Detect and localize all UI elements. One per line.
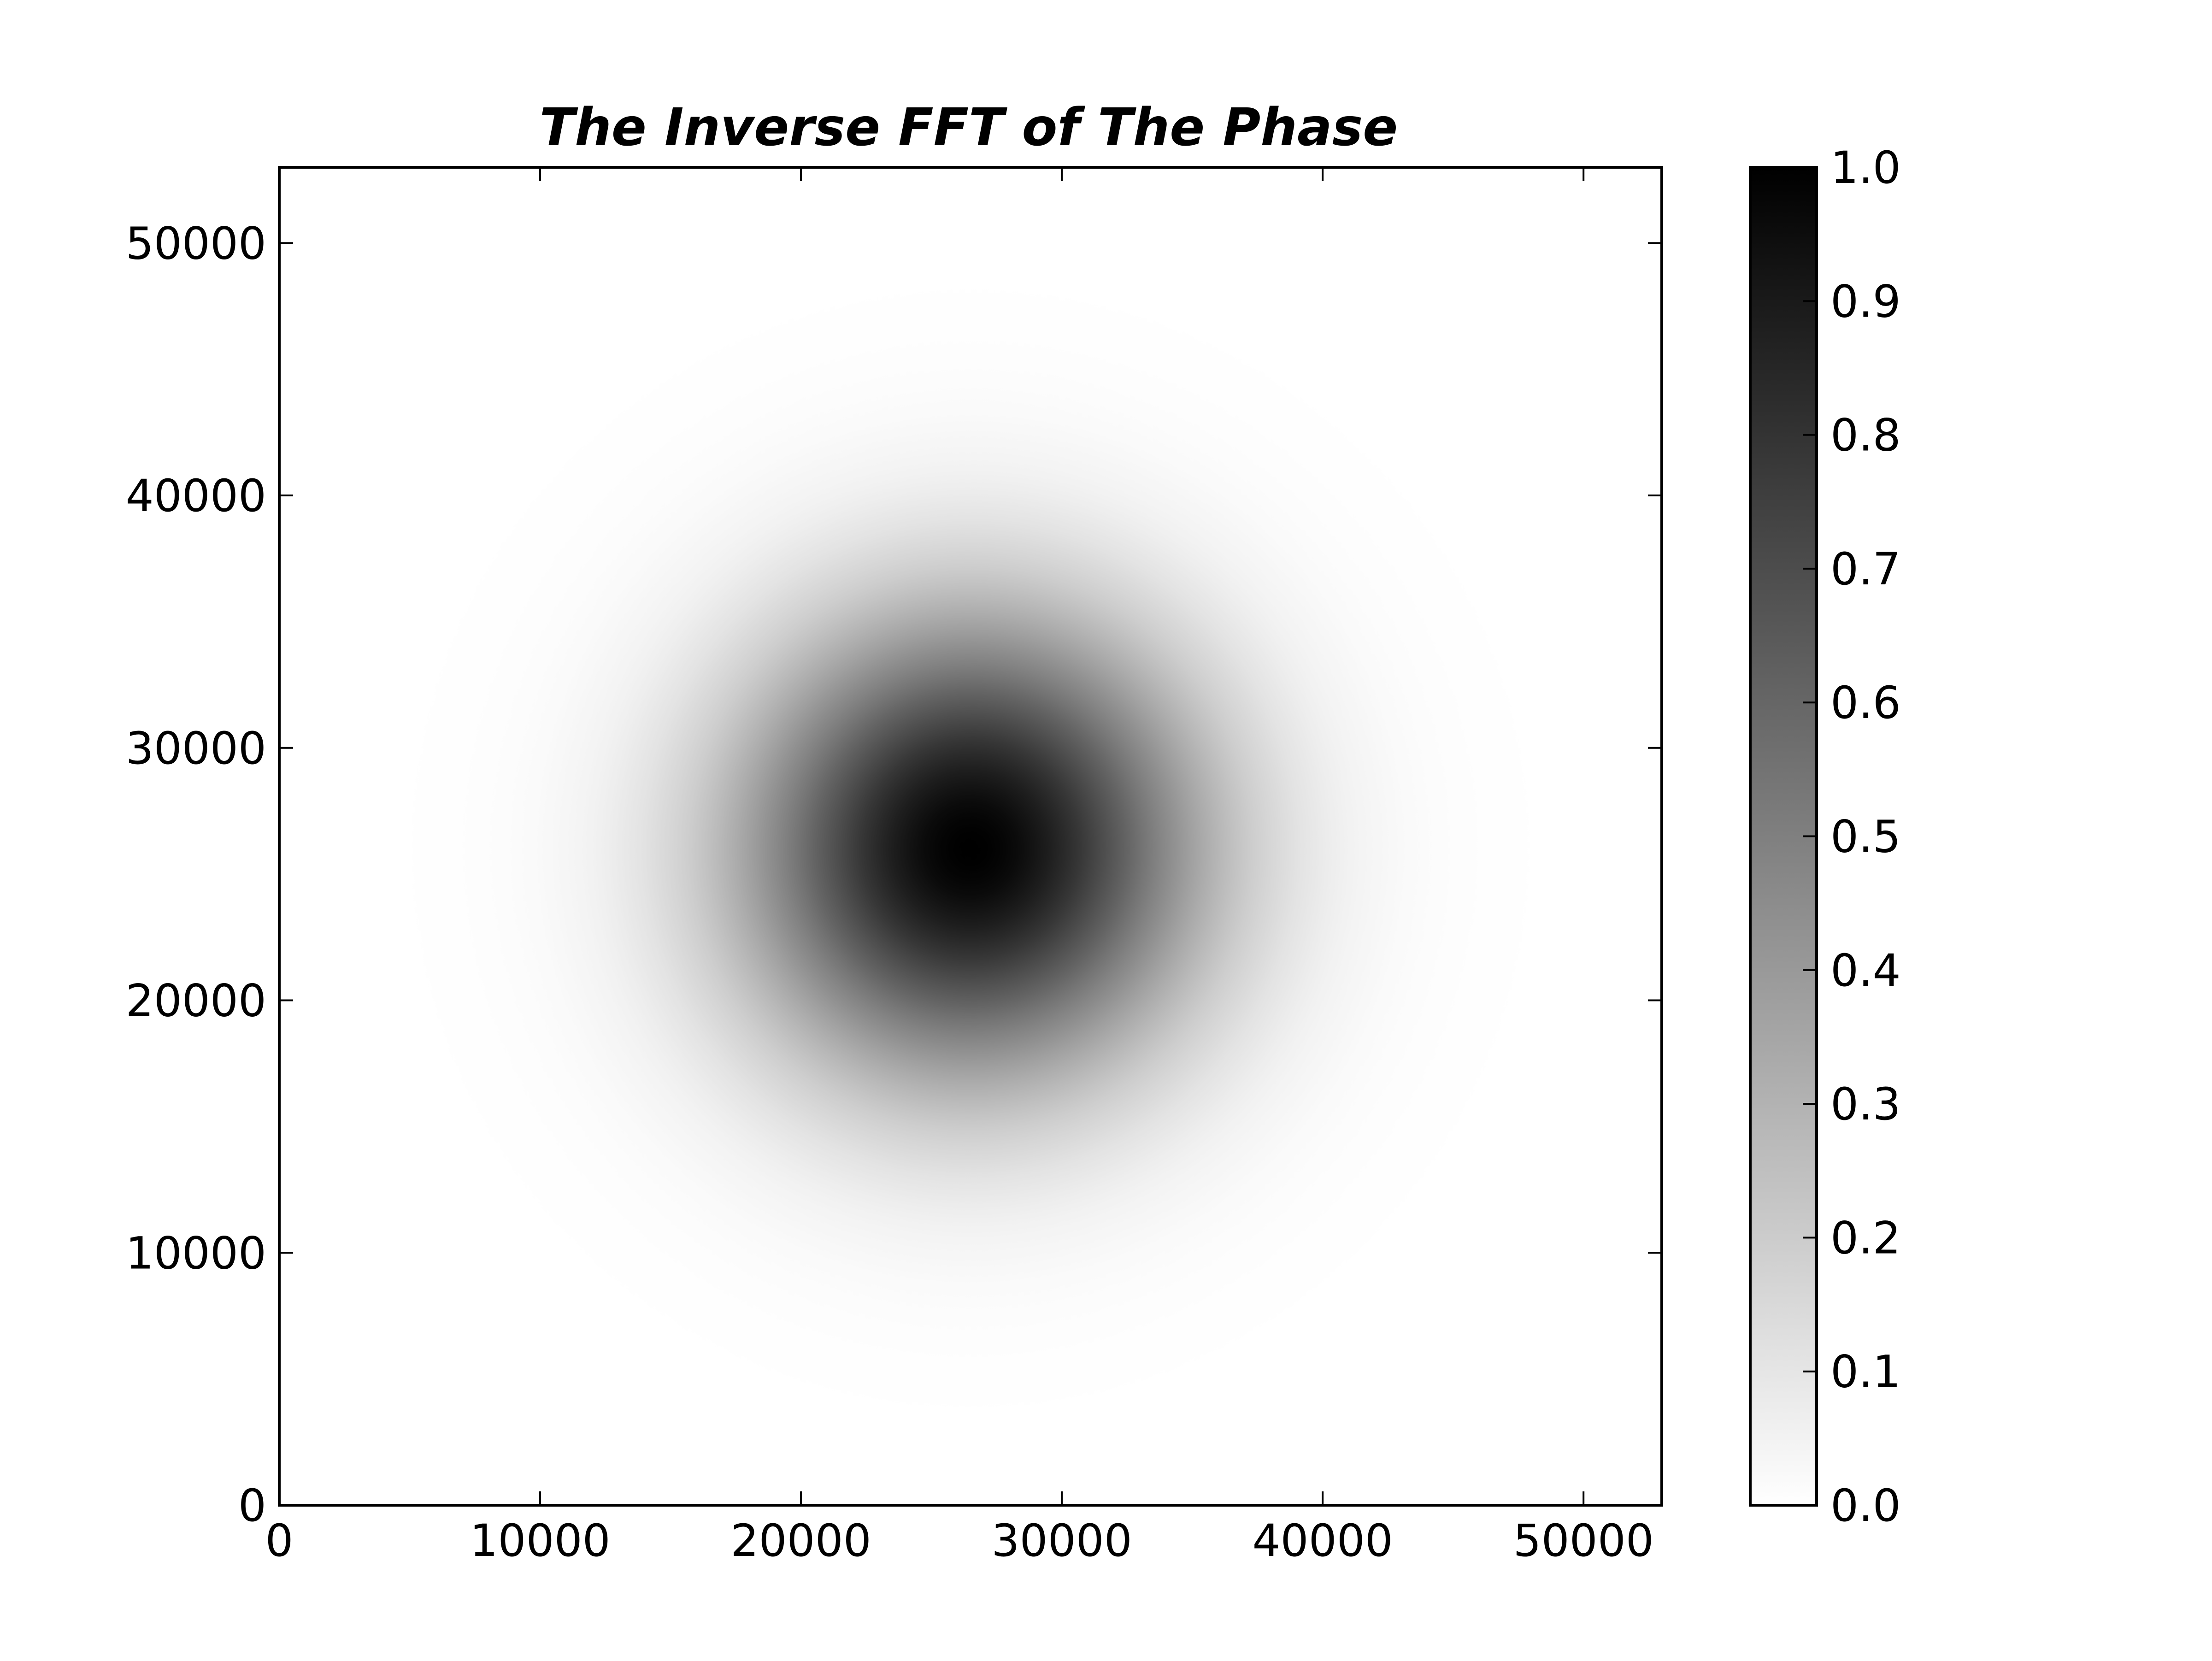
colorbar-ticks: 0.0 0.1 0.2 0.3 0.4 0.5 0.6 0.7 0.8 0.9 1.0 [1803, 142, 1901, 1531]
x-tick-label: 20000 [730, 1515, 871, 1567]
colorbar-tick-label: 0.0 [1830, 1480, 1901, 1531]
colorbar-tick-label: 1.0 [1830, 142, 1901, 194]
colorbar-tick-label: 0.3 [1830, 1078, 1901, 1130]
x-tick-label: 10000 [470, 1515, 610, 1567]
plot-frame [278, 166, 1663, 1507]
y-tick-label: 20000 [126, 975, 266, 1027]
colorbar-tick-label: 0.6 [1830, 677, 1901, 729]
x-tick-label: 40000 [1252, 1515, 1393, 1567]
colorbar-tick-label: 0.4 [1830, 945, 1901, 996]
colorbar: 0.0 0.1 0.2 0.3 0.4 0.5 0.6 0.7 0.8 0.9 1.0 [1749, 142, 1901, 1531]
colorbar-tick-label: 0.5 [1830, 811, 1901, 863]
x-tick-label: 0 [265, 1515, 293, 1567]
colorbar-tick-label: 0.2 [1830, 1212, 1901, 1264]
colorbar-tick-label: 0.9 [1830, 276, 1901, 327]
x-tick-label: 30000 [991, 1515, 1132, 1567]
x-axis-ticks: 0 10000 20000 30000 40000 50000 [265, 167, 1654, 1567]
y-tick-label: 40000 [126, 470, 266, 522]
y-tick-label: 50000 [126, 218, 266, 269]
y-tick-label: 0 [238, 1480, 266, 1531]
colorbar-tick-label: 0.7 [1830, 543, 1901, 595]
y-tick-label: 10000 [126, 1227, 266, 1279]
colorbar-tick-label: 0.8 [1830, 410, 1901, 461]
heatmap-image [279, 167, 1662, 1505]
plot-area: 0 10000 20000 30000 40000 50000 0 10000 20000 30… [126, 166, 1663, 1567]
y-tick-label: 30000 [126, 723, 266, 774]
colorbar-tick-label: 0.1 [1830, 1346, 1901, 1398]
chart-title: The Inverse FFT of The Phase [540, 98, 1398, 158]
y-axis-ticks: 0 10000 20000 30000 40000 50000 [126, 218, 1662, 1531]
x-tick-label: 50000 [1513, 1515, 1653, 1567]
